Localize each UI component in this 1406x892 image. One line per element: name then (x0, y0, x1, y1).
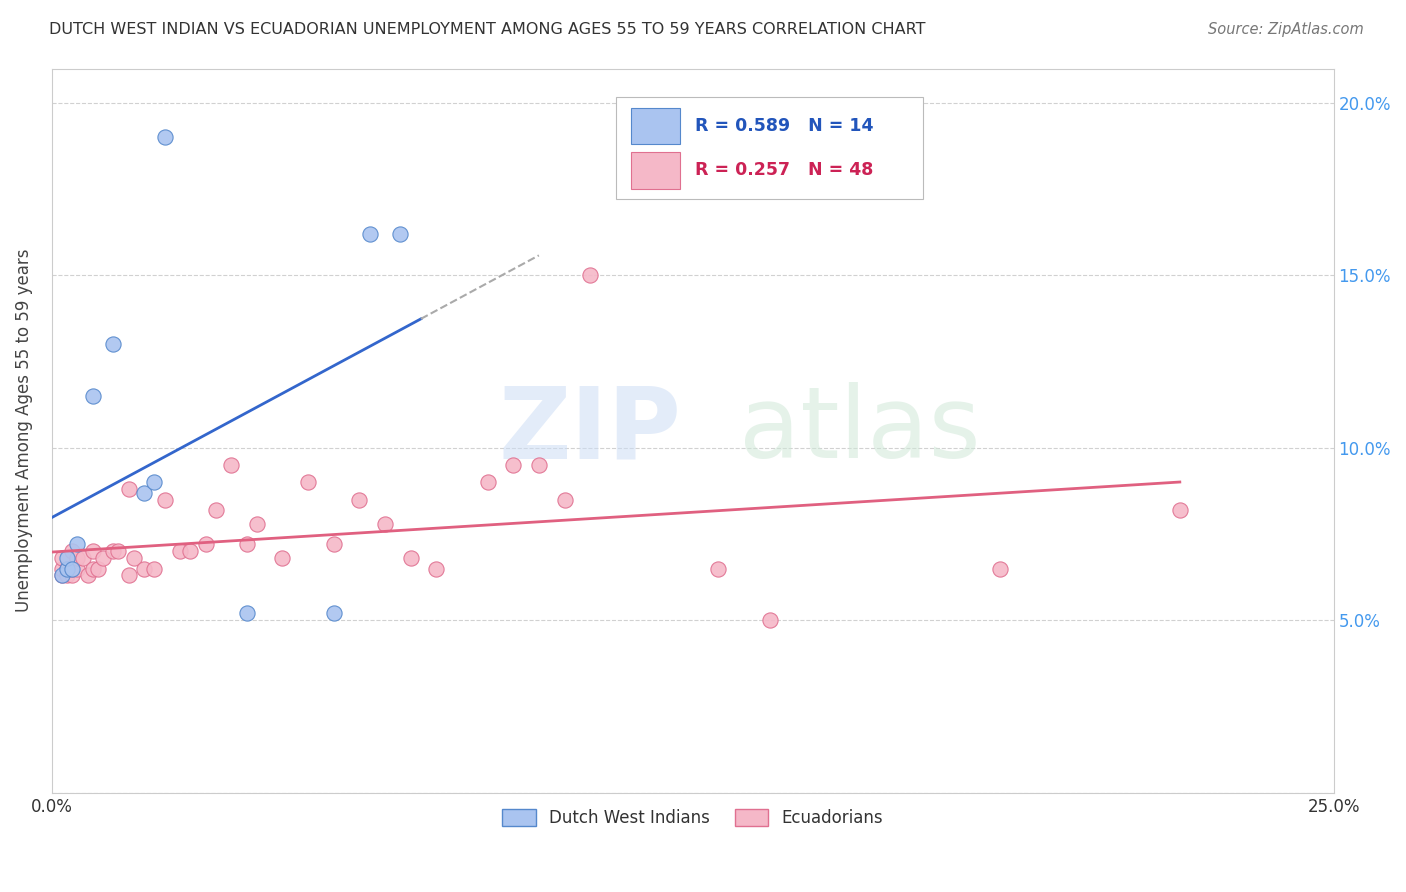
Point (118, 482, 141, 496)
Point (194, 537, 217, 551)
Point (235, 607, 257, 621)
Point (322, 607, 344, 621)
Point (322, 537, 344, 551)
Point (219, 458, 242, 472)
Point (56, 561, 79, 575)
Point (122, 551, 145, 566)
Point (56, 568, 79, 582)
Point (477, 475, 499, 490)
Point (502, 458, 524, 472)
Text: Source: ZipAtlas.com: Source: ZipAtlas.com (1208, 22, 1364, 37)
Point (143, 561, 166, 575)
Point (76, 568, 98, 582)
Point (72, 551, 94, 566)
Point (579, 268, 602, 283)
Text: R = 0.589   N = 14: R = 0.589 N = 14 (695, 117, 873, 135)
Point (51, 561, 73, 575)
Point (988, 561, 1011, 575)
Point (56, 561, 79, 575)
Point (374, 516, 396, 531)
Point (359, 227, 381, 241)
Point (91, 551, 114, 566)
Point (425, 561, 447, 575)
FancyBboxPatch shape (631, 108, 681, 144)
Point (527, 458, 550, 472)
Point (758, 613, 780, 627)
Point (60, 561, 83, 575)
Point (179, 544, 201, 558)
FancyBboxPatch shape (616, 97, 924, 199)
Point (51, 568, 73, 582)
Point (66, 551, 89, 566)
Point (235, 537, 257, 551)
Point (389, 227, 412, 241)
Point (82, 561, 104, 575)
Y-axis label: Unemployment Among Ages 55 to 59 years: Unemployment Among Ages 55 to 59 years (15, 249, 32, 612)
Point (51, 568, 73, 582)
Point (143, 475, 166, 490)
Point (118, 568, 141, 582)
Point (56, 561, 79, 575)
Point (169, 544, 191, 558)
Point (60, 544, 83, 558)
Point (103, 544, 125, 558)
Point (297, 475, 319, 490)
Point (87, 561, 110, 575)
Point (132, 561, 155, 575)
Point (66, 561, 89, 575)
Text: DUTCH WEST INDIAN VS ECUADORIAN UNEMPLOYMENT AMONG AGES 55 TO 59 YEARS CORRELATI: DUTCH WEST INDIAN VS ECUADORIAN UNEMPLOY… (49, 22, 925, 37)
Text: R = 0.257   N = 48: R = 0.257 N = 48 (695, 161, 873, 179)
Point (399, 551, 422, 566)
Point (153, 130, 176, 145)
Point (82, 389, 104, 403)
Point (107, 544, 129, 558)
Point (66, 537, 89, 551)
Legend: Dutch West Indians, Ecuadorians: Dutch West Indians, Ecuadorians (494, 800, 891, 835)
Point (205, 503, 228, 517)
Point (246, 516, 269, 531)
FancyBboxPatch shape (631, 153, 681, 188)
Point (56, 551, 79, 566)
Point (271, 551, 294, 566)
Point (132, 485, 155, 500)
Point (103, 337, 125, 351)
Point (82, 544, 104, 558)
Point (153, 492, 176, 507)
Point (51, 551, 73, 566)
Point (349, 492, 371, 507)
Point (553, 492, 575, 507)
Text: ZIP: ZIP (499, 382, 682, 479)
Point (60, 561, 83, 575)
Text: atlas: atlas (738, 382, 980, 479)
Point (1168, 503, 1191, 517)
Point (60, 568, 83, 582)
Point (707, 561, 730, 575)
